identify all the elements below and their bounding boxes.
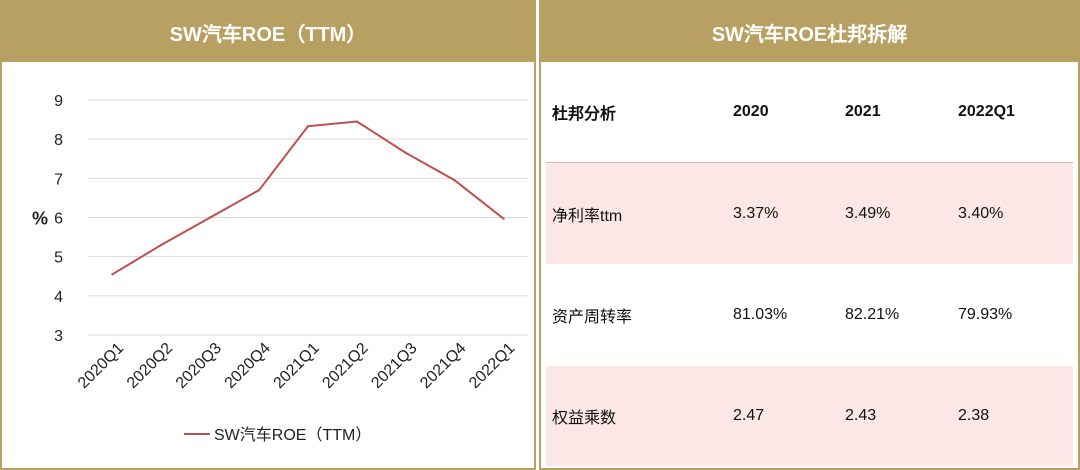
table-cell: 3.37% <box>733 204 779 222</box>
table-row: 权益乘数 2.47 2.43 2.38 <box>546 366 1073 466</box>
header-divider <box>546 162 1073 163</box>
table-cell: 2.38 <box>958 407 990 424</box>
chart-title: SW汽车ROE（TTM） <box>2 2 534 62</box>
y-tick-label: 6 <box>54 211 63 228</box>
table-cell: 79.93% <box>958 306 1013 323</box>
data-point <box>355 120 359 123</box>
table-cell: 82.21% <box>845 306 900 323</box>
table-cell: 81.03% <box>733 306 788 323</box>
header-cell: 杜邦分析 <box>552 106 617 123</box>
data-point <box>306 125 310 128</box>
y-tick-label: 9 <box>54 93 63 110</box>
table-cell: 2.43 <box>845 407 877 424</box>
row-label: 资产周转率 <box>552 309 633 326</box>
data-point <box>160 243 163 247</box>
y-axis-label: % <box>32 209 48 229</box>
table-cell: 3.40% <box>958 204 1004 222</box>
x-tick-label: 2022Q1 <box>466 340 518 392</box>
data-point <box>111 273 114 276</box>
y-tick-label: 5 <box>54 250 63 267</box>
x-tick-label: 2020Q1 <box>75 340 127 392</box>
table-cell: 2.47 <box>733 407 765 424</box>
header-cell: 2022Q1 <box>958 103 1015 120</box>
row-label: 净利率ttm <box>552 207 623 225</box>
series-line <box>111 120 505 276</box>
data-point <box>404 151 407 155</box>
y-tick-label: 4 <box>54 289 63 306</box>
data-point <box>502 217 505 220</box>
row-label: 权益乘数 <box>552 410 617 427</box>
y-tick-label: 3 <box>54 328 63 345</box>
dupont-table-panel: SW汽车ROE杜邦拆解 杜邦分析 2020 2021 2022Q1 净利率ttm… <box>539 0 1080 470</box>
data-point <box>209 216 212 219</box>
header-cell: 2020 <box>733 103 769 120</box>
roe-chart-panel: SW汽车ROE（TTM） 3 4 5 6 7 8 9% 2020Q1 2020Q2 2020Q3 2… <box>0 0 536 470</box>
legend-label: SW汽车ROE（TTM） <box>214 426 371 444</box>
table-header-row: 杜邦分析 2020 2021 2022Q1 <box>546 62 1073 162</box>
data-point <box>453 179 456 182</box>
x-tick-label: 2021Q2 <box>319 340 371 392</box>
table-title: SW汽车ROE杜邦拆解 <box>541 2 1078 62</box>
x-tick-label: 2020Q4 <box>222 340 274 392</box>
table-row: 净利率ttm 3.37% 3.49% 3.40% <box>546 163 1073 264</box>
x-tick-label: 2020Q3 <box>173 340 225 392</box>
x-tick-label: 2020Q2 <box>124 340 176 392</box>
table-row: 资产周转率 81.03% 82.21% 79.93% <box>546 264 1073 366</box>
x-tick-label: 2021Q3 <box>368 340 420 392</box>
header-cell: 2021 <box>845 103 881 120</box>
data-point <box>257 188 261 192</box>
y-tick-label: 8 <box>54 132 63 149</box>
x-tick-label: 2021Q4 <box>417 340 469 392</box>
roe-line-chart: 3456789%2020Q12020Q22020Q32020Q42021Q120… <box>32 93 528 444</box>
y-tick-label: 7 <box>54 171 63 188</box>
table-cell: 3.49% <box>845 204 891 222</box>
x-tick-label: 2021Q1 <box>271 340 323 392</box>
